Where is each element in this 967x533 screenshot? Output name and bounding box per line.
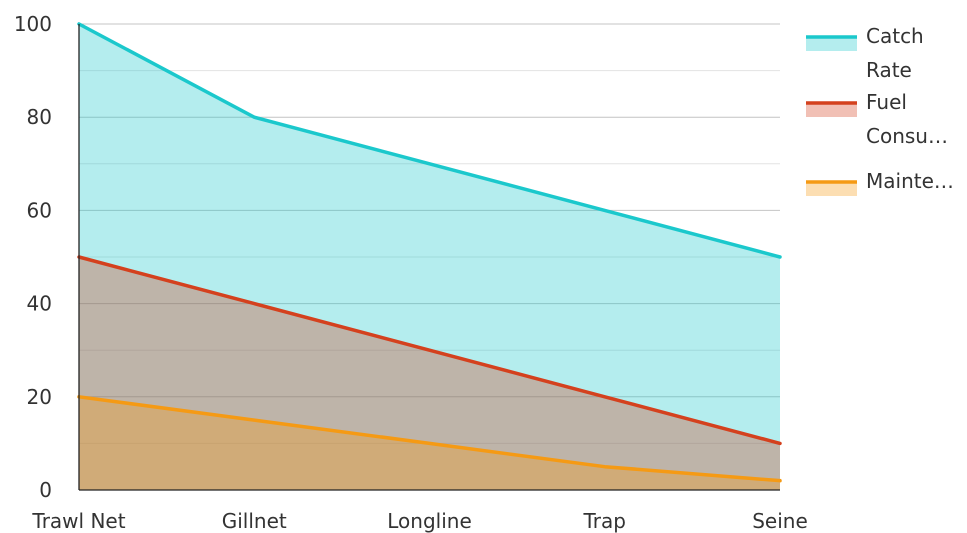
legend-label: Mainte… bbox=[866, 169, 954, 193]
legend-swatch-fill bbox=[806, 38, 857, 51]
area-fills bbox=[79, 24, 780, 490]
y-axis-ticks: 0 20 40 60 80 100 bbox=[14, 12, 52, 502]
y-tick-label: 40 bbox=[27, 292, 52, 316]
x-tick-label: Trap bbox=[583, 509, 626, 533]
x-tick-label: Longline bbox=[387, 509, 472, 533]
area-fill-series-0 bbox=[79, 24, 780, 490]
legend-item: Catch Rate bbox=[806, 24, 924, 82]
series-line-2 bbox=[77, 395, 782, 483]
x-axis-ticks: Trawl Net Gillnet Longline Trap Seine bbox=[31, 509, 807, 533]
y-tick-label: 20 bbox=[27, 385, 52, 409]
series-line-0 bbox=[77, 22, 782, 259]
legend-swatch-fill bbox=[806, 183, 857, 196]
series-line-1 bbox=[77, 255, 782, 446]
y-tick-label: 80 bbox=[27, 105, 52, 129]
legend-label: Fuel bbox=[866, 90, 907, 114]
legend: Catch Rate Fuel Consu… Mainte… bbox=[806, 24, 954, 196]
area-fill-series-1 bbox=[79, 257, 780, 490]
legend-label: Catch bbox=[866, 24, 924, 48]
series-lines bbox=[77, 22, 782, 483]
legend-item: Mainte… bbox=[806, 169, 954, 196]
legend-label: Rate bbox=[866, 58, 912, 82]
x-tick-label: Trawl Net bbox=[31, 509, 125, 533]
legend-swatch-fill bbox=[806, 104, 857, 117]
legend-item: Fuel Consu… bbox=[806, 90, 948, 148]
y-tick-label: 0 bbox=[39, 478, 52, 502]
y-tick-label: 100 bbox=[14, 12, 52, 36]
legend-label: Consu… bbox=[866, 124, 948, 148]
x-tick-label: Seine bbox=[752, 509, 808, 533]
y-tick-label: 60 bbox=[27, 198, 52, 222]
grid-lines bbox=[79, 23, 780, 444]
x-tick-label: Gillnet bbox=[222, 509, 287, 533]
axes bbox=[78, 24, 780, 491]
